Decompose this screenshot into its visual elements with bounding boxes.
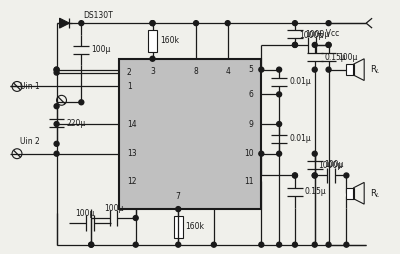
Circle shape xyxy=(312,151,317,156)
Text: 1000μ: 1000μ xyxy=(300,30,324,40)
Bar xyxy=(346,188,354,199)
Text: 13: 13 xyxy=(127,149,136,158)
Circle shape xyxy=(277,67,282,72)
Circle shape xyxy=(259,151,264,156)
Circle shape xyxy=(326,42,331,47)
Circle shape xyxy=(54,141,59,146)
Circle shape xyxy=(150,56,155,61)
Text: 160k: 160k xyxy=(186,223,205,231)
Circle shape xyxy=(277,242,282,247)
Circle shape xyxy=(150,21,155,26)
Circle shape xyxy=(79,21,84,26)
Circle shape xyxy=(54,67,59,72)
Circle shape xyxy=(277,122,282,126)
Text: 0.01μ: 0.01μ xyxy=(289,134,311,143)
Text: 5: 5 xyxy=(248,65,254,74)
Bar xyxy=(148,30,157,52)
Circle shape xyxy=(344,173,349,178)
Circle shape xyxy=(292,42,298,47)
Circle shape xyxy=(312,173,317,178)
Circle shape xyxy=(259,242,264,247)
Text: 12: 12 xyxy=(127,177,136,186)
Text: 1: 1 xyxy=(127,82,132,91)
Circle shape xyxy=(344,242,349,247)
Bar xyxy=(119,59,261,209)
Circle shape xyxy=(312,67,317,72)
Circle shape xyxy=(176,242,181,247)
Circle shape xyxy=(312,242,317,247)
Text: 0.01μ: 0.01μ xyxy=(289,77,311,87)
Circle shape xyxy=(79,100,84,105)
Text: 8: 8 xyxy=(194,67,198,76)
Circle shape xyxy=(259,67,264,72)
Text: Uin 2: Uin 2 xyxy=(20,137,40,146)
Circle shape xyxy=(89,242,94,247)
Text: 100μ: 100μ xyxy=(104,204,123,213)
Circle shape xyxy=(326,242,331,247)
Circle shape xyxy=(312,42,317,47)
Text: 6: 6 xyxy=(248,90,254,99)
Text: 0.15μ: 0.15μ xyxy=(305,187,326,196)
Text: 1000μ: 1000μ xyxy=(318,161,343,170)
Circle shape xyxy=(176,207,181,212)
Circle shape xyxy=(54,67,59,72)
Circle shape xyxy=(292,242,298,247)
Bar xyxy=(346,64,354,75)
Text: 14: 14 xyxy=(127,120,136,129)
Text: 7: 7 xyxy=(176,192,181,201)
Circle shape xyxy=(133,216,138,220)
Circle shape xyxy=(277,92,282,97)
Circle shape xyxy=(312,173,317,178)
Text: 11: 11 xyxy=(244,177,254,186)
Circle shape xyxy=(292,42,298,47)
Circle shape xyxy=(54,122,59,126)
Polygon shape xyxy=(60,18,70,28)
Text: 1000μ: 1000μ xyxy=(305,29,329,39)
Text: + Vcc: + Vcc xyxy=(317,28,339,38)
Text: 100μ: 100μ xyxy=(325,160,344,169)
Circle shape xyxy=(133,242,138,247)
Text: 220μ: 220μ xyxy=(66,119,86,128)
Circle shape xyxy=(194,21,198,26)
Text: R$_L$: R$_L$ xyxy=(370,64,381,76)
Text: DS130T: DS130T xyxy=(83,11,113,20)
Circle shape xyxy=(89,242,94,247)
Text: 0.15μ: 0.15μ xyxy=(325,53,346,62)
Circle shape xyxy=(225,21,230,26)
Text: 10: 10 xyxy=(244,149,254,158)
Circle shape xyxy=(54,70,59,75)
Text: 9: 9 xyxy=(248,120,254,129)
Text: 2: 2 xyxy=(127,68,132,77)
Circle shape xyxy=(211,242,216,247)
Circle shape xyxy=(326,21,331,26)
Bar xyxy=(174,216,183,238)
Circle shape xyxy=(54,104,59,109)
Circle shape xyxy=(292,21,298,26)
Text: 4: 4 xyxy=(225,67,230,76)
Text: 100μ: 100μ xyxy=(338,53,358,62)
Text: Uin 1: Uin 1 xyxy=(20,82,40,91)
Text: R$_L$: R$_L$ xyxy=(370,187,381,200)
Text: 100μ: 100μ xyxy=(91,45,110,54)
Circle shape xyxy=(326,67,331,72)
Circle shape xyxy=(54,151,59,156)
Circle shape xyxy=(292,173,298,178)
Circle shape xyxy=(326,42,331,47)
Circle shape xyxy=(292,173,298,178)
Text: 160k: 160k xyxy=(160,37,179,45)
Text: 3: 3 xyxy=(150,67,155,76)
Circle shape xyxy=(150,21,155,26)
Text: 100μ: 100μ xyxy=(76,209,95,217)
Circle shape xyxy=(277,151,282,156)
